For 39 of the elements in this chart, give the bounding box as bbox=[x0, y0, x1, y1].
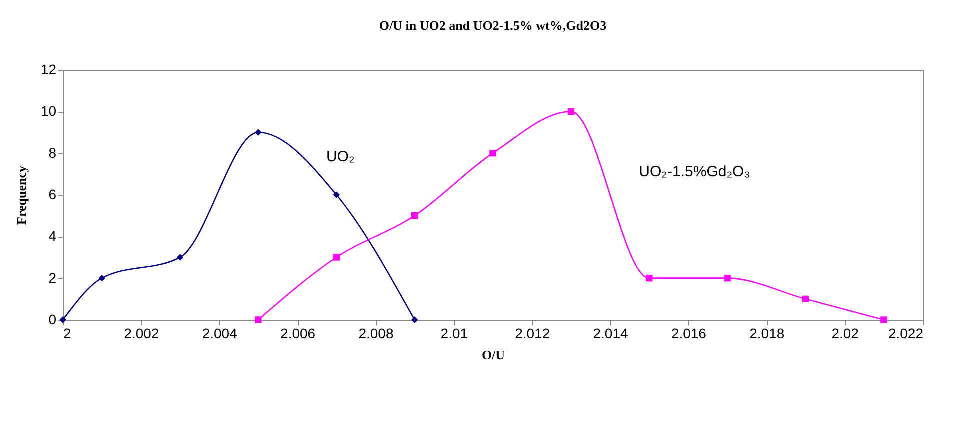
x-tick-label: 2.006 bbox=[280, 326, 316, 342]
point bbox=[411, 316, 418, 324]
x-tick-label: 2.008 bbox=[358, 326, 394, 342]
point bbox=[568, 108, 575, 116]
point bbox=[411, 212, 418, 220]
x-tick-label: 2.002 bbox=[124, 326, 160, 342]
point bbox=[646, 274, 653, 282]
y-tick-label: 8 bbox=[48, 144, 57, 161]
x-tick-label: 2.01 bbox=[440, 326, 468, 342]
x-tick-label: 2.014 bbox=[593, 326, 628, 342]
point bbox=[98, 274, 106, 282]
x-tick-label: 2.012 bbox=[515, 326, 550, 342]
y-tick-label: 12 bbox=[40, 62, 57, 78]
x-tick-label: 2.022 bbox=[888, 326, 924, 342]
point bbox=[255, 129, 262, 136]
text: UO₂-1.5%Gd₂O₃ bbox=[639, 164, 750, 181]
point bbox=[60, 316, 66, 324]
y-tick-label: 0 bbox=[48, 312, 57, 328]
point bbox=[880, 316, 888, 324]
point bbox=[802, 296, 810, 303]
point bbox=[724, 274, 731, 282]
y-tick-label: 4 bbox=[48, 228, 57, 244]
series-label: UO₂ bbox=[326, 148, 355, 166]
x-axis-title: O/U bbox=[482, 348, 506, 362]
y-tick-label: 10 bbox=[40, 103, 57, 120]
x-tick-label: 2 bbox=[64, 326, 72, 342]
y-tick-label: 6 bbox=[48, 186, 57, 202]
y-axis-title: Frequency bbox=[14, 166, 29, 225]
point bbox=[333, 192, 340, 198]
x-tick-label: 2.016 bbox=[671, 326, 707, 342]
point bbox=[490, 150, 496, 157]
point bbox=[333, 254, 340, 261]
x-tick-label: 2.018 bbox=[750, 326, 785, 342]
point bbox=[176, 254, 184, 261]
point bbox=[255, 316, 262, 324]
y-tick-label: 2 bbox=[48, 270, 57, 286]
x-tick-label: 2.02 bbox=[832, 326, 860, 342]
x-tick-label: 2.004 bbox=[202, 326, 238, 342]
chart-title: O/U in UO2 and UO2-1.5% wt%,Gd2O3 bbox=[379, 18, 608, 33]
